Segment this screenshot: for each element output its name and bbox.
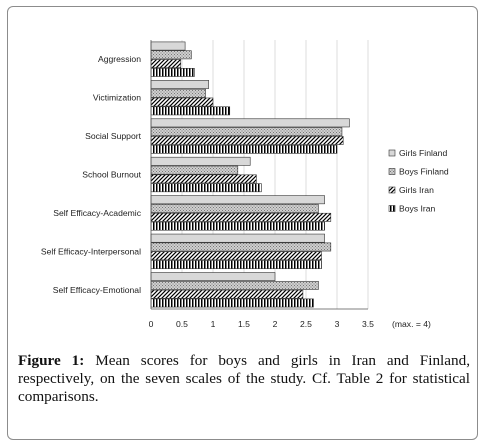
x-tick-label: 0.5 [176,319,188,329]
bar-boys-finland [150,204,319,213]
category-labels: Aggression Victimization Social Support Sch… [41,54,142,295]
bar-girls-finland [150,118,350,128]
bar-boys-iran [150,298,314,308]
caption-text: Mean scores for boys and girls in Iran a… [18,352,470,405]
category-label: Self Efficacy-Emotional [53,285,141,295]
bar-girls-finland [150,195,325,205]
bar-girls-iran [150,174,257,184]
category-label: Aggression [98,54,141,64]
x-tick-label: 0 [149,319,154,329]
bar-girls-finland [150,233,325,243]
legend: Girls Finland Boys Finland Girls Iran Boys … [388,148,449,214]
legend-label: Boys Iran [399,204,436,214]
bar-boys-finland [150,88,206,98]
bar-boys-iran [150,106,231,116]
category-label: Self Efficacy-Interpersonal [41,246,141,256]
bar-boys-finland [150,127,343,137]
axes [150,40,368,310]
category-label: Social Support [85,131,142,141]
bar-boys-finland [150,50,192,60]
bar-chart: Aggression Victimization Social Support Sch… [41,40,449,329]
legend-label: Girls Finland [399,148,447,158]
bar-girls-iran [150,212,332,222]
x-tick-label: 1.5 [238,319,250,329]
legend-swatch [388,205,396,212]
bar-girls-finland [150,41,186,51]
bar-girls-iran [150,289,304,299]
legend-swatch [388,149,396,157]
bars [150,41,350,308]
legend-swatch [388,168,396,175]
legend-label: Boys Finland [399,167,449,177]
figure-caption: Figure 1: Mean scores for boys and girls… [18,352,470,406]
category-label: Self Efficacy-Academic [53,208,141,218]
bar-boys-finland [150,165,239,175]
category-label: School Burnout [82,170,141,180]
bar-girls-iran [150,59,182,69]
legend-label: Girls Iran [399,185,434,195]
bar-boys-iran [150,68,195,77]
x-tick-label: 2.5 [300,319,312,329]
x-tick-label: 3 [335,319,340,329]
bar-girls-finland [150,80,209,89]
bar-girls-iran [150,97,214,107]
x-tick-label: 1 [211,319,216,329]
x-tick-label: 2 [273,319,278,329]
caption-label: Figure 1: [18,352,85,369]
max-note: (max. = 4) [392,319,431,329]
tick-labels: 0 0.5 1 1.5 2 2.5 3 3.5 [149,319,375,329]
category-label: Victimization [93,93,141,103]
bar-boys-iran [150,183,262,193]
x-tick-label: 3.5 [362,319,374,329]
bar-boys-finland [150,280,319,290]
bar-boys-iran [150,144,338,154]
bar-boys-iran [150,221,325,231]
bar-girls-iran [150,251,322,261]
bar-girls-iran [150,136,344,145]
bar-boys-finland [150,242,332,252]
bar-girls-finland [150,272,276,281]
bar-girls-finland [150,156,251,166]
bar-boys-iran [150,260,322,269]
legend-swatch [388,186,396,194]
